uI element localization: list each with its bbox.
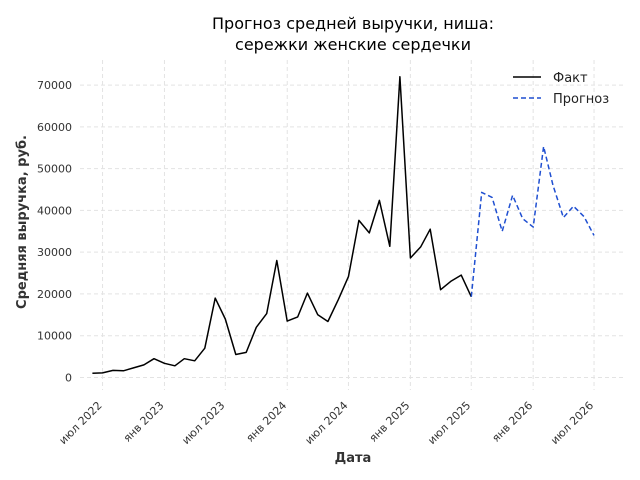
y-tick-label: 20000 <box>37 288 72 301</box>
x-tick-label: янв 2024 <box>244 399 290 445</box>
x-axis-ticks: июл 2022 янв 2023 июл 2023 янв 2024 июл 2024… <box>57 399 597 447</box>
x-tick-label: июл 2026 <box>548 399 596 447</box>
chart-title-line-2: сережки женские сердечки <box>235 35 471 54</box>
x-axis-label: Дата <box>335 451 372 466</box>
series-lines <box>92 75 595 375</box>
y-tick-label: 10000 <box>37 330 72 343</box>
y-tick-label: 30000 <box>37 246 72 259</box>
legend-label-fact: Факт <box>553 71 588 86</box>
x-tick-label: июл 2025 <box>425 399 473 447</box>
y-tick-label: 40000 <box>37 204 72 217</box>
x-tick-label: янв 2023 <box>121 399 167 445</box>
x-tick-label: июл 2023 <box>179 399 227 447</box>
legend-label-forecast: Прогноз <box>553 92 609 107</box>
x-tick-label: июл 2022 <box>57 399 105 447</box>
y-axis-ticks: 0 10000 20000 30000 40000 50000 60000 70000 <box>37 79 72 384</box>
x-tick-label: янв 2025 <box>367 399 413 445</box>
grid <box>80 60 625 390</box>
y-tick-label: 0 <box>65 371 72 384</box>
series-line-forecast <box>470 145 595 297</box>
series-line-fact <box>92 75 472 375</box>
y-axis-label: Средняя выручка, руб. <box>15 135 30 309</box>
y-tick-label: 50000 <box>37 163 72 176</box>
x-tick-label: июл 2024 <box>303 399 351 447</box>
chart-title-line-1: Прогноз средней выручки, ниша: <box>212 14 494 33</box>
y-tick-label: 60000 <box>37 121 72 134</box>
legend: Факт Прогноз <box>513 71 609 107</box>
x-tick-label: янв 2026 <box>489 399 535 445</box>
y-tick-label: 70000 <box>37 79 72 92</box>
